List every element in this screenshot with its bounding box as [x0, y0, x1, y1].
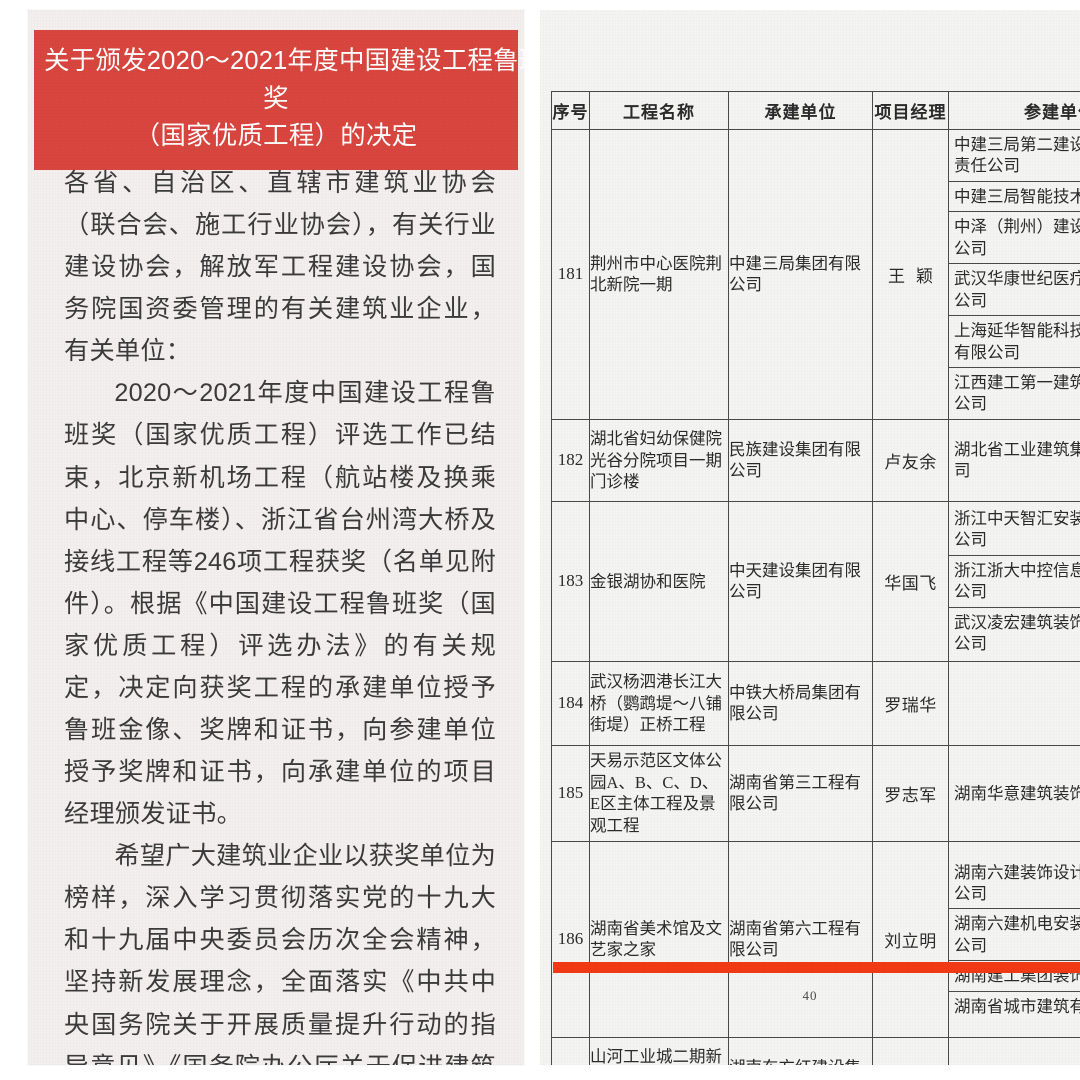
cell-project-name: 山河工业城二期新总部基地项目-总部大楼 [589, 1036, 729, 1065]
award-table-header-row: 序号 工程名称 承建单位 项目经理 参建单位 [551, 91, 1080, 130]
participant-row: 中建三局智能技术有限公司 [949, 181, 1080, 213]
cell-index: 185 [551, 744, 590, 842]
column-header-contractor: 承建单位 [728, 91, 873, 130]
participant-name: 中泽（荆州）建设工程有限公司 [949, 211, 1080, 265]
cell-project-name: 天易示范区文体公园A、B、C、D、E区主体工程及景观工程 [589, 744, 729, 842]
participant-row: 湖南六建机电安装有限责任公司 [949, 908, 1080, 962]
table-row[interactable]: 181荆州市中心医院荆北新院一期中建三局集团有限公司王颖中建三局第二建设工程有限… [551, 129, 1080, 420]
notice-document-panel: 关于颁发2020～2021年度中国建设工程鲁班 奖 （国家优质工程）的决定 各省… [28, 10, 524, 1065]
participant-row: 上海延华智能科技集团股份有限公司 [949, 315, 1080, 368]
participant-name: 江西建工第一建筑有限责任公司 [954, 372, 1080, 414]
participant-name: 中建三局第二建设工程有限责任公司 [949, 130, 1080, 182]
notice-body: 各省、自治区、直辖市建筑业协会（联合会、施工行业协会），有关行业建设协会，解放军… [64, 162, 496, 1065]
cell-project-manager: 卢友余 [872, 418, 949, 502]
participant-row: 湖南华意建筑装饰有限公司 [949, 779, 1080, 808]
participant-row: 中泽（荆州）建设工程有限公司 [949, 211, 1080, 265]
page-number: 40 [802, 988, 818, 1003]
table-row[interactable]: 182 湖北省妇幼保健院光谷分院项目一期门诊楼 民族建设集团有限公司 卢友余 湖北省工业… [551, 418, 1080, 502]
participant-row: 湖南省城市建筑有限公司 [949, 991, 1080, 1021]
column-header-project-manager: 项目经理 [872, 91, 949, 130]
participant-name: 湖南华意建筑装饰有限公司 [954, 783, 1080, 803]
participant-name: 武汉凌宏建筑装饰工程有限公司 [954, 612, 1080, 654]
participant-row: 湖北省工业建筑集团有限公司 [949, 435, 1080, 486]
cell-project-manager: 刘立明 [872, 840, 949, 1038]
participant-row: 武汉凌宏建筑装饰工程有限公司 [949, 607, 1080, 658]
cell-project-name: 湖北省妇幼保健院光谷分院项目一期门诊楼 [589, 418, 729, 502]
cell-contractor: 湖南省第三工程有限公司 [728, 744, 873, 842]
notice-title-line-3: （国家优质工程）的决定 [134, 122, 418, 151]
table-row[interactable]: 183金银湖协和医院中天建设集团有限公司华国飞浙江中天智汇安装工程有限公司浙江浙… [551, 500, 1080, 662]
cell-project-name: 湖南省美术馆及文艺家之家 [589, 840, 729, 1038]
table-row[interactable]: 184 武汉杨泗港长江大桥（鹦鹉堤～八铺街堤）正桥工程 中铁大桥局集团有限公司 罗瑞华 [551, 660, 1080, 746]
participant-name: 湖南六建机电安装有限责任公司 [949, 908, 1080, 962]
participant-name: 湖北省工业建筑集团有限公司 [954, 439, 1080, 481]
notice-title-banner: 关于颁发2020～2021年度中国建设工程鲁班 奖 （国家优质工程）的决定 [34, 30, 524, 171]
cell-index: 186 [551, 840, 590, 1038]
notice-paragraph-award-decision: 2020～2021年度中国建设工程鲁班奖（国家优质工程）评选工作已结束，北京新机… [64, 379, 496, 829]
cell-participants: 湖南华意建筑装饰有限公司 [948, 744, 1080, 842]
column-header-participants: 参建单位 [948, 91, 1080, 130]
column-header-index: 序号 [551, 91, 590, 130]
cell-index: 182 [551, 418, 590, 502]
participant-row: 江西建工第一建筑有限责任公司 [949, 367, 1080, 418]
notice-paragraph-addressees: 各省、自治区、直辖市建筑业协会（联合会、施工行业协会），有关行业建设协会，解放军… [64, 169, 496, 366]
participant-name: 浙江浙大中控信息技术有限公司 [949, 555, 1080, 608]
award-list-scan-panel: 序号 工程名称 承建单位 项目经理 参建单位 181荆州市中心医院荆北新院一期中… [540, 10, 1080, 1065]
cell-contractor: 湖南东方红建设集团有限公司 [728, 1036, 873, 1065]
participant-name: 湖南六建装饰设计有限责任公司 [949, 857, 1080, 910]
cell-index: 181 [551, 129, 590, 420]
participant-row: 浙江浙大中控信息技术有限公司 [949, 555, 1080, 608]
cell-contractor: 中天建设集团有限公司 [728, 500, 873, 662]
cell-participants: 中建三局第二建设工程有限责任公司中建三局智能技术有限公司中泽（荆州）建设工程有限… [948, 129, 1080, 420]
cell-participants [948, 660, 1080, 746]
table-row[interactable]: 185 天易示范区文体公园A、B、C、D、E区主体工程及景观工程 湖南省第三工程有限… [551, 744, 1080, 842]
participant-row: 湖南六建装饰设计有限责任公司 [949, 857, 1080, 910]
cell-project-name: 荆州市中心医院荆北新院一期 [589, 129, 729, 420]
cell-project-manager: 罗志军 [872, 744, 949, 842]
cell-index: 187 [551, 1036, 590, 1065]
award-table-head: 序号 工程名称 承建单位 项目经理 参建单位 [551, 91, 1080, 130]
cell-participants [948, 1036, 1080, 1065]
participants-subtable: 浙江中天智汇安装工程有限公司浙江浙大中控信息技术有限公司武汉凌宏建筑装饰工程有限… [949, 504, 1080, 659]
participants-subtable: 湖北省工业建筑集团有限公司 [949, 435, 1080, 486]
cell-participants: 浙江中天智汇安装工程有限公司浙江浙大中控信息技术有限公司武汉凌宏建筑装饰工程有限… [948, 500, 1080, 662]
award-table-wrapper: 序号 工程名称 承建单位 项目经理 参建单位 181荆州市中心医院荆北新院一期中… [551, 91, 1080, 1065]
notice-paragraph-encouragement: 希望广大建筑业企业以获奖单位为榜样，深入学习贯彻落实党的十九大和十九届中央委员会… [64, 842, 496, 1065]
column-header-project-name: 工程名称 [589, 91, 729, 130]
cell-participants: 湖北省工业建筑集团有限公司 [948, 418, 1080, 502]
notice-title-line-2: 奖 [263, 84, 289, 113]
cell-contractor: 中铁大桥局集团有限公司 [728, 660, 873, 746]
cell-index: 183 [551, 500, 590, 662]
cell-project-name: 武汉杨泗港长江大桥（鹦鹉堤～八铺街堤）正桥工程 [589, 660, 729, 746]
award-table: 序号 工程名称 承建单位 项目经理 参建单位 181荆州市中心医院荆北新院一期中… [551, 91, 1080, 1065]
participants-subtable: 湖南华意建筑装饰有限公司 [949, 779, 1080, 808]
cell-project-name: 金银湖协和医院 [589, 500, 729, 662]
table-row[interactable]: 187山河工业城二期新总部基地项目-总部大楼湖南东方红建设集团有限公司张灿 [551, 1036, 1080, 1065]
cell-index: 184 [551, 660, 590, 746]
table-row[interactable]: 186湖南省美术馆及文艺家之家湖南省第六工程有限公司刘立明湖南六建装饰设计有限责… [551, 840, 1080, 1038]
red-highlight-rule [553, 962, 1080, 973]
notice-title-line-1: 关于颁发2020～2021年度中国建设工程鲁班 [44, 47, 524, 75]
participant-row: 武汉华康世纪医疗设备有限公司 [949, 263, 1080, 317]
participant-name: 中建三局智能技术有限公司 [949, 181, 1080, 213]
participant-name: 武汉华康世纪医疗设备有限公司 [949, 263, 1080, 317]
participants-subtable: 中建三局第二建设工程有限责任公司中建三局智能技术有限公司中泽（荆州）建设工程有限… [949, 130, 1080, 419]
participant-row: 中建三局第二建设工程有限责任公司 [949, 130, 1080, 182]
cell-project-manager: 张灿 [872, 1036, 949, 1065]
participant-name: 上海延华智能科技集团股份有限公司 [949, 315, 1080, 368]
cell-project-manager: 罗瑞华 [872, 660, 949, 746]
cell-contractor: 湖南省第六工程有限公司 [728, 840, 873, 1038]
participant-name: 浙江中天智汇安装工程有限公司 [949, 504, 1080, 556]
cell-contractor: 中建三局集团有限公司 [728, 129, 873, 420]
cell-project-manager: 华国飞 [872, 500, 949, 662]
cell-project-manager: 王颖 [872, 129, 949, 420]
award-table-body: 181荆州市中心医院荆北新院一期中建三局集团有限公司王颖中建三局第二建设工程有限… [551, 129, 1080, 1065]
participant-row: 浙江中天智汇安装工程有限公司 [949, 504, 1080, 556]
cell-participants: 湖南六建装饰设计有限责任公司湖南六建机电安装有限责任公司湖南建工集团装饰有限公司… [948, 840, 1080, 1038]
cell-contractor: 民族建设集团有限公司 [728, 418, 873, 502]
participant-name: 湖南省城市建筑有限公司 [954, 996, 1080, 1016]
